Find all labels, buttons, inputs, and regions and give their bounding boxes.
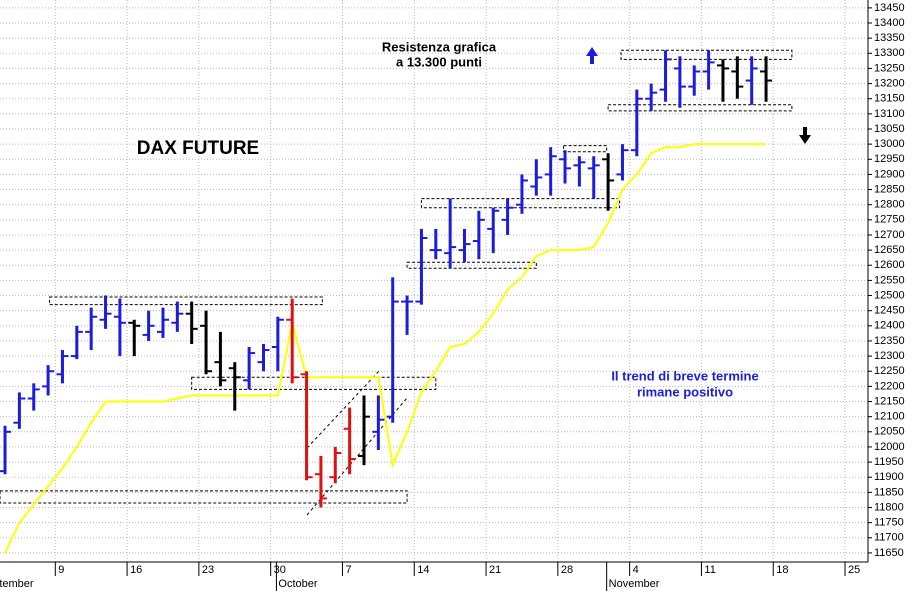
y-tick-label: 13400 <box>874 17 905 29</box>
down-arrow <box>799 127 811 144</box>
y-tick-label: 12900 <box>874 168 905 180</box>
y-tick-label: 13100 <box>874 108 905 120</box>
y-tick-label: 12700 <box>874 229 905 241</box>
annotation: a 13.300 punti <box>396 54 482 69</box>
x-tick-label: 11 <box>704 564 715 576</box>
y-tick-label: 12650 <box>874 244 905 256</box>
y-tick-label: 11700 <box>874 532 904 544</box>
y-tick-label: 12850 <box>874 183 905 195</box>
y-tick-label: 12550 <box>874 274 905 286</box>
y-tick-label: 12250 <box>874 365 905 377</box>
y-tick-label: 12150 <box>874 395 905 407</box>
x-tick-label: 16 <box>130 564 142 576</box>
y-tick-label: 13000 <box>874 138 905 150</box>
y-tick-label: 13350 <box>874 32 905 44</box>
month-label: November <box>609 578 660 590</box>
month-label: September <box>0 578 34 590</box>
zone <box>191 376 437 390</box>
y-tick-label: 11800 <box>874 501 904 513</box>
y-tick-label: 12600 <box>874 259 905 271</box>
y-tick-label: 12950 <box>874 153 905 165</box>
annotation: Il trend di breve termine <box>611 368 758 383</box>
y-tick-label: 13450 <box>874 2 905 14</box>
y-tick-label: 12300 <box>874 350 905 362</box>
chart-title: DAX FUTURE <box>137 138 259 159</box>
y-tick-label: 11900 <box>874 471 904 483</box>
y-tick-label: 12200 <box>874 380 905 392</box>
y-tick-label: 13300 <box>874 47 905 59</box>
x-tick-label: 4 <box>633 564 639 576</box>
x-tick-label: 9 <box>58 564 64 576</box>
x-tick-label: 25 <box>848 564 860 576</box>
y-tick-label: 12500 <box>874 289 905 301</box>
x-tick-label: 30 <box>274 564 286 576</box>
zone <box>620 49 793 60</box>
y-tick-label: 11650 <box>874 547 904 559</box>
y-tick-label: 12450 <box>874 305 905 317</box>
y-tick-label: 11750 <box>874 517 904 529</box>
y-tick-label: 11950 <box>874 456 904 468</box>
y-tick-label: 13150 <box>874 93 905 105</box>
zone <box>563 145 608 153</box>
y-tick-label: 13250 <box>874 62 905 74</box>
trend-line <box>4 143 767 554</box>
zone <box>406 261 537 269</box>
zone <box>607 104 793 112</box>
y-tick-label: 12100 <box>874 411 905 423</box>
x-tick-label: 28 <box>561 564 573 576</box>
y-tick-label: 12350 <box>874 335 905 347</box>
y-tick-label: 12050 <box>874 426 905 438</box>
zone <box>49 296 323 306</box>
y-tick-label: 12800 <box>874 199 905 211</box>
zone <box>0 490 408 504</box>
channel-line <box>306 369 381 449</box>
x-tick-label: 23 <box>202 564 214 576</box>
annotation: rimane positivo <box>637 384 733 399</box>
x-tick-label: 7 <box>345 564 351 576</box>
month-label: October <box>278 578 317 590</box>
y-tick-label: 12000 <box>874 441 905 453</box>
up-arrow <box>586 47 598 64</box>
x-tick-label: 14 <box>417 564 429 576</box>
y-tick-label: 13200 <box>874 77 905 89</box>
annotation: Resistenza grafica <box>382 39 497 54</box>
x-tick-label: 18 <box>776 564 788 576</box>
y-tick-label: 11850 <box>874 486 904 498</box>
x-tick-label: 21 <box>489 564 501 576</box>
y-tick-label: 13050 <box>874 123 905 135</box>
y-tick-label: 12750 <box>874 214 905 226</box>
y-tick-label: 12400 <box>874 320 905 332</box>
